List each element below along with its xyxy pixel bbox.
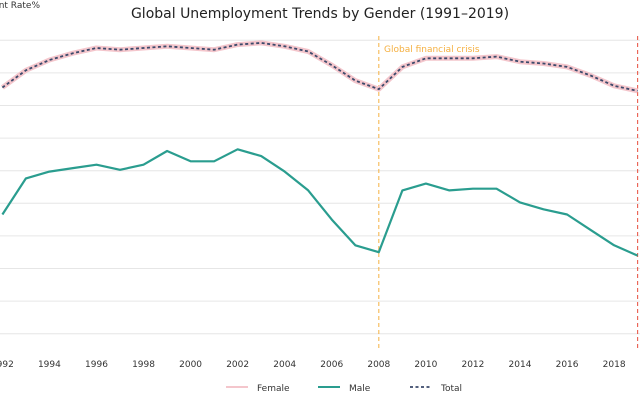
x-axis-ticks: 1992 1994 1996 1998 2000 2002 2004 2006 2008 2010… [0, 360, 626, 370]
legend-label-female: Female [257, 384, 290, 394]
x-tick-label: 2016 [556, 360, 579, 370]
x-tick-label: 2018 [603, 360, 626, 370]
legend-label-male: Male [349, 384, 371, 394]
x-tick-label: 2006 [320, 360, 343, 370]
series-line-male [1, 148, 639, 257]
series-lines [0, 40, 639, 257]
x-tick-label: 2008 [367, 360, 390, 370]
x-tick-label: 2000 [179, 360, 202, 370]
chart-title: Global Unemployment Trends by Gender (19… [131, 6, 509, 22]
x-tick-label: 1998 [132, 360, 155, 370]
x-tick-label: 2014 [509, 360, 532, 370]
annotation-label: Global financial crisis [384, 45, 480, 55]
x-tick-label: 1996 [85, 360, 108, 370]
y-axis-label: Unemployment Rate% [0, 1, 40, 11]
series-line-total [1, 41, 638, 92]
x-tick-label: 2002 [226, 360, 249, 370]
x-tick-label: 2004 [273, 360, 296, 370]
x-tick-label: 2010 [414, 360, 437, 370]
x-tick-label: 2012 [461, 360, 484, 370]
x-tick-label: 1994 [38, 360, 61, 370]
legend: Female Male Total [226, 384, 462, 394]
x-tick-label: 1992 [0, 360, 14, 370]
grid [0, 39, 640, 335]
series-line-female [0, 40, 639, 94]
legend-label-total: Total [440, 384, 462, 394]
annotation-lines [378, 36, 639, 350]
